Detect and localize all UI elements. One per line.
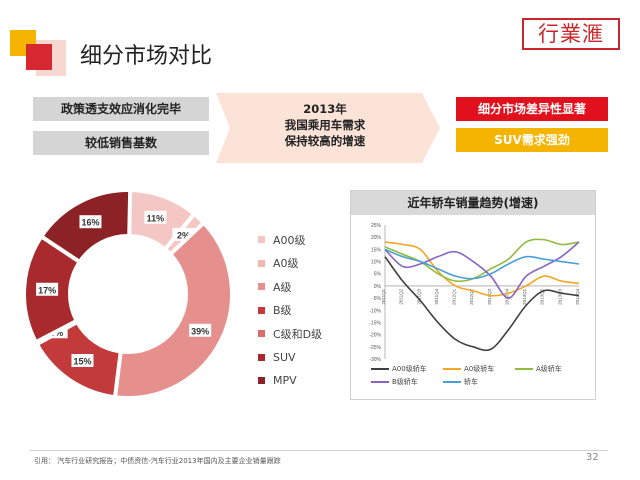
svg-text:39%: 39%: [191, 326, 209, 336]
series-line-5: [384, 248, 580, 280]
x-tick-label: 2011Q1: [381, 288, 386, 304]
trend-chart-title: 近年轿车销量趋势(增速): [351, 191, 595, 215]
donut-label-3: 39%: [189, 323, 212, 337]
legend-label: B级: [273, 304, 292, 318]
trend-legend-label: A0级轿车: [464, 365, 495, 373]
trend-legend-line: [443, 368, 461, 370]
legend-item-4: B级: [258, 299, 322, 323]
footer-divider: [30, 450, 608, 451]
legend-label: MPV: [273, 374, 297, 388]
donut-legend: A00级 A0级 A级 B级 C级和D级 SUV MPV: [258, 228, 322, 393]
demand-line-2: 我国乘用车需求: [284, 118, 366, 132]
donut-label-6: 17%: [36, 282, 59, 296]
legend-item-7: MPV: [258, 369, 322, 393]
legend-item-3: A级: [258, 275, 322, 299]
svg-text:2%: 2%: [177, 230, 190, 240]
y-tick-label: 5%: [374, 272, 382, 278]
legend-label: A00级: [273, 233, 306, 247]
donut-slice-3: [112, 219, 234, 400]
x-tick-label: 2012Q4: [504, 288, 509, 305]
driver-base-box: 较低销售基数: [33, 131, 209, 155]
trend-legend-line: [443, 381, 461, 383]
trend-line-chart: 25% 20% 15% 10% 5% 0% -5% -10% -15% -20% -25% -30% 2…: [369, 223, 580, 363]
y-tick-label: -10%: [369, 308, 381, 314]
segment-difference-box: 细分市场差异性显著: [456, 97, 608, 121]
legend-label: A0级: [273, 257, 299, 271]
trend-legend-label: B级轿车: [392, 378, 418, 386]
x-tick-label: 2011Q3: [416, 288, 421, 304]
legend-swatch: [258, 306, 265, 314]
legend-swatch: [258, 236, 265, 244]
demand-arrow: [216, 93, 448, 163]
donut-label-1: 11%: [144, 210, 167, 224]
series-line-4: [384, 241, 580, 299]
x-tick-label: 2013Q1: [522, 288, 527, 305]
legend-swatch: [258, 259, 265, 267]
series-line-2: [384, 241, 580, 297]
x-tick-label: 2013Q4: [575, 288, 580, 305]
legend-label: C级和D级: [273, 327, 323, 341]
svg-text:15%: 15%: [73, 356, 91, 366]
demand-line-3: 保持较高的增速: [284, 134, 366, 148]
driver-policy-box: 政策透支效应消化完毕: [33, 97, 209, 121]
x-tick-label: 2011Q2: [399, 288, 404, 304]
trend-legend-line: [371, 381, 389, 383]
trend-legend-line: [515, 368, 533, 370]
demand-line-1: 2013年: [303, 102, 347, 116]
trend-legend-item-1: A00级轿车: [371, 364, 427, 374]
page-number: 32: [586, 452, 599, 463]
legend-swatch: [258, 330, 265, 338]
series-line-1: [384, 256, 580, 352]
donut-label-4: 15%: [71, 353, 94, 367]
legend-item-1: A00级: [258, 228, 322, 252]
trend-legend-label: A00级轿车: [392, 365, 427, 373]
y-tick-label: 25%: [371, 223, 382, 229]
svg-text:11%: 11%: [147, 213, 165, 223]
x-tick-label: 2012Q2: [469, 288, 474, 305]
legend-swatch: [258, 377, 265, 385]
y-tick-label: -15%: [369, 320, 381, 326]
trend-legend-item-3: A级轿车: [515, 364, 562, 374]
legend-item-6: SUV: [258, 346, 322, 370]
y-tick-label: 10%: [371, 260, 382, 266]
y-tick-label: -30%: [369, 357, 381, 363]
page-title: 细分市场对比: [80, 44, 213, 69]
legend-label: SUV: [273, 350, 296, 364]
svg-text:16%: 16%: [81, 218, 99, 228]
legend-swatch: [258, 283, 265, 291]
y-tick-label: -20%: [369, 333, 381, 339]
trend-legend-line: [371, 368, 389, 370]
trend-legend-label: A级轿车: [536, 365, 562, 373]
x-tick-label: 2012Q1: [452, 288, 457, 305]
legend-item-2: A0级: [258, 252, 322, 276]
trend-legend-label: 轿车: [464, 378, 478, 386]
trend-legend-item-4: B级轿车: [371, 377, 418, 387]
y-tick-label: -25%: [369, 345, 381, 351]
legend-swatch: [258, 353, 265, 361]
suv-demand-box: SUV需求强劲: [456, 128, 608, 152]
x-tick-label: 2012Q3: [487, 288, 492, 305]
brand-logo: 行業滙: [522, 18, 620, 50]
trend-chart-panel: 近年轿车销量趋势(增速) 25% 20% 15% 10% 5% 0% -5% -10% -15%…: [350, 190, 596, 400]
legend-item-5: C级和D级: [258, 322, 322, 346]
demand-text: 2013年 我国乘用车需求 保持较高的增速: [230, 101, 420, 149]
footer-source-note: 引用： 汽车行业研究报告；中债资信-汽车行业2013年国内及主要企业销量跟踪: [34, 457, 281, 465]
decor-square-red: [26, 44, 52, 70]
y-tick-label: 20%: [371, 235, 382, 241]
trend-legend-item-2: A0级轿车: [443, 364, 494, 374]
y-tick-label: 0%: [374, 284, 382, 290]
y-tick-label: 15%: [371, 247, 382, 253]
y-tick-label: -5%: [372, 296, 381, 302]
trend-legend-item-5: 轿车: [443, 377, 478, 387]
donut-label-7: 16%: [79, 215, 102, 229]
segment-donut-chart: 11%2%39%15%0%17%16%: [22, 187, 234, 400]
x-tick-label: 2013Q3: [557, 288, 562, 305]
svg-text:17%: 17%: [38, 285, 56, 295]
legend-label: A级: [273, 280, 292, 294]
x-tick-label: 2013Q2: [540, 288, 545, 305]
x-tick-label: 2011Q4: [434, 288, 439, 304]
